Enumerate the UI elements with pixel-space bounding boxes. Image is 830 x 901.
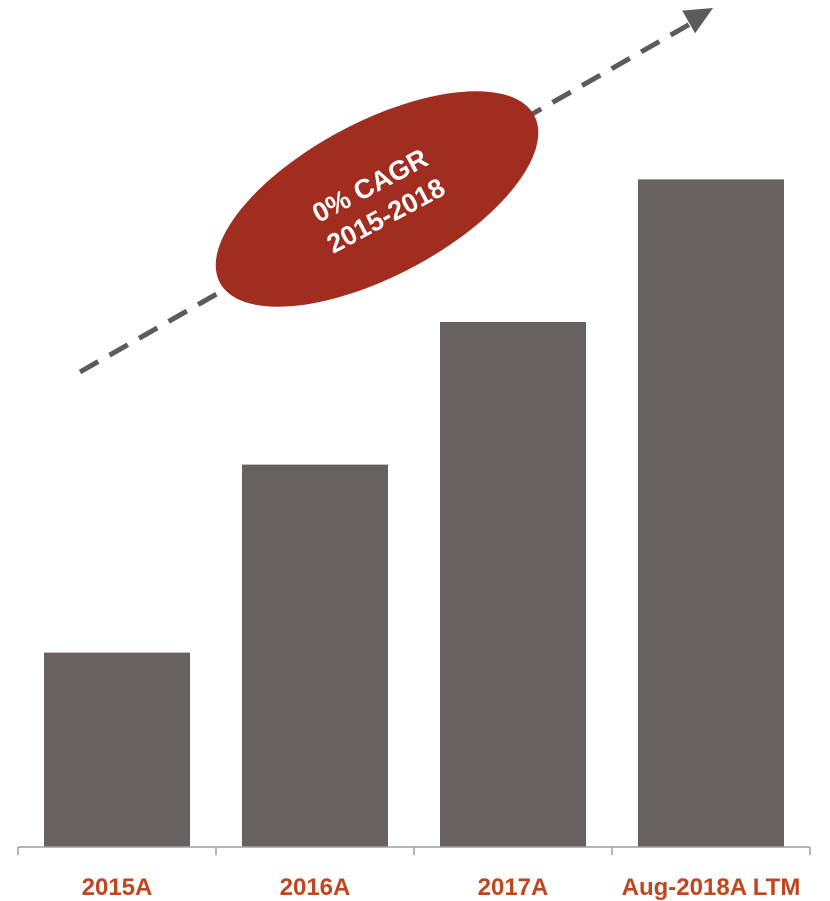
- bars-layer: [44, 179, 784, 847]
- x-tick-label: 2016A: [280, 874, 351, 901]
- x-tick-label: Aug-2018A LTM: [622, 874, 801, 901]
- bar-2015a: [44, 652, 190, 847]
- arrow-head-icon: [682, 8, 713, 34]
- x-axis-labels: 2015A 2016A 2017A Aug-2018A LTM: [82, 874, 801, 901]
- x-tick-label: 2017A: [478, 874, 549, 901]
- bar-2017a: [440, 322, 586, 847]
- x-axis: [17, 846, 811, 855]
- cagr-annotation: 0% CAGR 2015-2018: [78, 8, 713, 375]
- cagr-badge: 0% CAGR 2015-2018: [215, 91, 539, 307]
- cagr-badge-ellipse: [215, 91, 539, 307]
- x-tick-label: 2015A: [82, 874, 153, 901]
- bar-2016a: [242, 464, 388, 847]
- bar-aug-2018a-ltm: [638, 179, 784, 847]
